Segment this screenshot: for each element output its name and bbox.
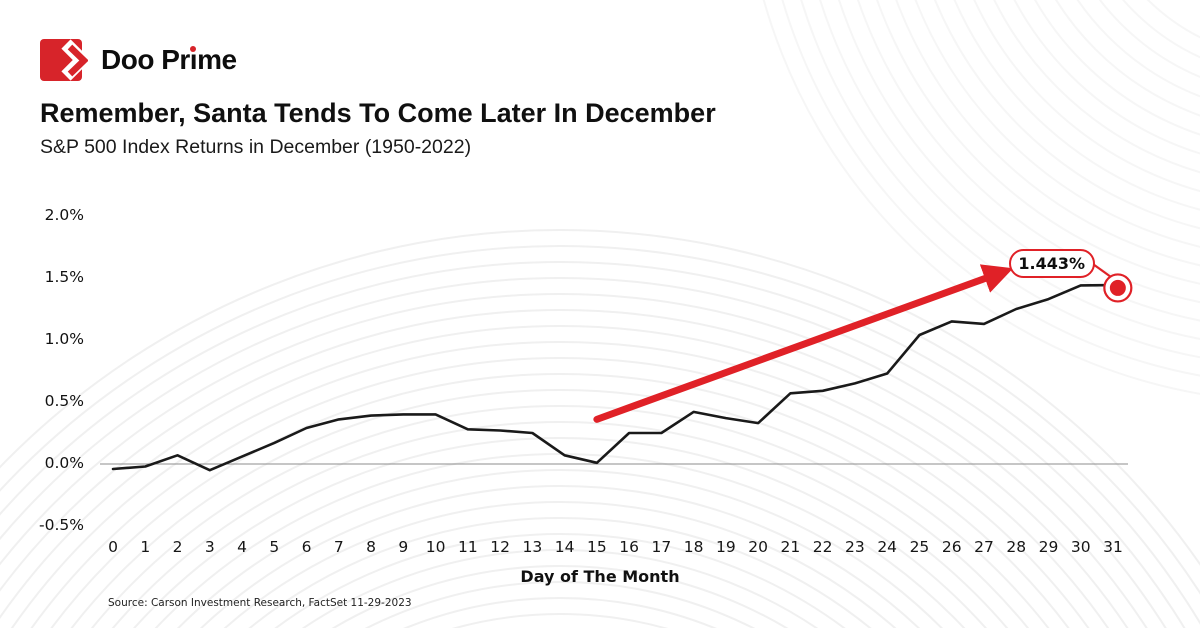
x-tick-label: 6: [301, 538, 312, 556]
x-tick-label: 9: [398, 538, 409, 556]
brand-name: Doo Prı me: [101, 44, 237, 76]
brand-name-part: me: [197, 44, 237, 75]
x-tick-label: 23: [845, 538, 865, 556]
x-tick-label: 2: [172, 538, 183, 556]
doo-prime-logo-icon: [40, 39, 88, 81]
x-tick-label: 28: [1006, 538, 1027, 556]
value-callout: 1.443%: [1008, 248, 1095, 278]
value-callout-label: 1.443%: [1018, 253, 1086, 273]
x-tick-label: 10: [425, 538, 446, 556]
x-tick-label: 0: [108, 538, 118, 556]
x-tick-label: 13: [522, 538, 543, 556]
x-tick-label: 22: [812, 538, 833, 556]
x-tick-label: 25: [909, 538, 930, 556]
x-tick-label: 18: [683, 538, 704, 556]
x-tick-label: 5: [269, 538, 280, 556]
x-tick-label: 30: [1070, 538, 1091, 556]
x-tick-label: 19: [716, 538, 736, 556]
x-tick-label: 24: [877, 538, 898, 556]
y-tick-label: 1.0%: [44, 330, 84, 348]
x-tick-label: 31: [1103, 538, 1123, 556]
brand-i-dot: [190, 46, 197, 52]
x-tick-label: 8: [366, 538, 376, 556]
y-tick-label: 1.5%: [44, 268, 84, 286]
source-note: Source: Carson Investment Research, Fact…: [108, 597, 412, 609]
x-tick-label: 11: [457, 538, 478, 556]
x-tick-label: 14: [554, 538, 575, 556]
y-tick-label: 0.5%: [44, 392, 84, 410]
x-tick-label: 7: [333, 538, 344, 556]
chart-title: Remember, Santa Tends To Come Later In D…: [40, 98, 716, 128]
x-tick-label: 26: [941, 538, 962, 556]
y-tick-label: 2.0%: [44, 206, 84, 224]
brand-name-part: Doo Pr: [101, 44, 190, 75]
x-tick-label: 1: [140, 538, 151, 556]
x-tick-label: 4: [237, 538, 247, 556]
x-tick-label: 12: [490, 538, 510, 556]
x-tick-label: 16: [619, 538, 639, 556]
x-tick-label: 29: [1038, 538, 1059, 556]
x-tick-label: 3: [204, 538, 215, 556]
end-marker-dot: [1109, 279, 1126, 296]
x-tick-label: 20: [748, 538, 769, 556]
x-tick-label: 21: [780, 538, 801, 556]
y-tick-label: -0.5%: [39, 516, 84, 534]
chart-subtitle: S&P 500 Index Returns in December (1950-…: [40, 136, 472, 158]
brand-name-i: ı: [189, 44, 198, 75]
brand-logo: Doo Prı me: [40, 36, 237, 84]
x-tick-label: 17: [651, 538, 672, 556]
x-tick-label: 15: [586, 538, 607, 556]
x-axis-title: Day of The Month: [520, 567, 680, 586]
y-tick-label: 0.0%: [44, 454, 84, 472]
x-tick-label: 27: [974, 538, 994, 556]
